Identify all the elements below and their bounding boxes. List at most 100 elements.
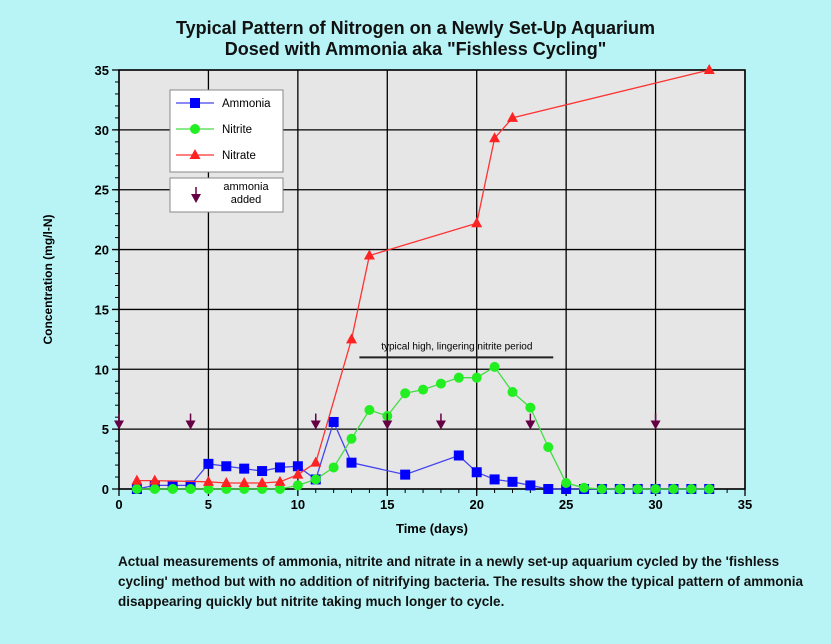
- y-tick-label: 20: [95, 243, 109, 258]
- x-tick-label: 0: [115, 497, 122, 512]
- data-point-nitrate: [238, 477, 250, 488]
- data-point-nitrite: [596, 484, 607, 494]
- x-tick-label: 30: [648, 497, 662, 512]
- legend-label-nitrate: Nitrate: [222, 150, 256, 162]
- arrow-head: [650, 420, 661, 430]
- data-point-ammonia: [239, 463, 250, 474]
- data-point-nitrite: [668, 484, 679, 494]
- data-point-nitrite: [650, 484, 661, 494]
- x-tick-label: 10: [291, 497, 305, 512]
- data-point-nitrate: [310, 456, 322, 467]
- data-point-nitrite: [525, 402, 536, 413]
- y-tick-label: 15: [95, 302, 109, 317]
- data-point-nitrite: [328, 462, 339, 473]
- data-point-nitrate: [363, 249, 375, 260]
- data-point-ammonia: [221, 461, 232, 472]
- title-line-1: Typical Pattern of Nitrogen on a Newly S…: [175, 18, 656, 38]
- x-tick-label: 20: [469, 497, 483, 512]
- data-point-nitrate: [506, 111, 518, 122]
- data-point-nitrite: [632, 484, 643, 494]
- y-tick-label: 0: [102, 482, 109, 497]
- caption: Actual measurements of ammonia, nitrite …: [118, 554, 804, 609]
- data-point-nitrate: [471, 217, 483, 228]
- y-tick-label: 25: [95, 183, 109, 198]
- legend-box: [169, 89, 284, 173]
- data-point-nitrate: [703, 64, 715, 74]
- data-point-ammonia: [525, 480, 536, 491]
- data-point-ammonia: [292, 461, 303, 472]
- data-point-nitrate: [346, 333, 358, 344]
- data-point-nitrite: [489, 361, 500, 372]
- ammonia-added-arrow: [650, 413, 661, 430]
- data-point-nitrite: [704, 484, 715, 494]
- ammonia-added-arrow: [310, 413, 321, 430]
- data-point-nitrite: [561, 478, 572, 489]
- title-line-2: Dosed with Ammonia aka "Fishless Cycling…: [224, 39, 607, 59]
- y-tick-label: 5: [102, 422, 109, 437]
- data-point-ammonia: [328, 416, 339, 427]
- data-point-ammonia: [274, 462, 285, 473]
- data-point-nitrite: [131, 484, 142, 494]
- data-point-nitrite: [292, 480, 303, 491]
- legend-label-ammonia-added: ammonia: [223, 181, 269, 193]
- data-point-ammonia: [257, 466, 268, 477]
- arrow-head: [525, 420, 536, 430]
- legend-label-ammonia-added-2: added: [231, 194, 262, 206]
- data-point-ammonia: [489, 474, 500, 485]
- arrow-head: [114, 420, 124, 430]
- y-tick-label: 30: [95, 123, 109, 138]
- legend-label-ammonia: Ammonia: [222, 98, 271, 110]
- legend-arrow-icon: [191, 187, 201, 203]
- x-axis-label: Time (days): [396, 521, 468, 536]
- x-tick-label: 15: [380, 497, 394, 512]
- arrow-head: [310, 420, 321, 430]
- data-point-nitrite: [203, 484, 214, 494]
- data-point-ammonia: [400, 469, 411, 480]
- data-point-nitrite: [471, 372, 482, 383]
- x-tick-label: 5: [205, 497, 212, 512]
- data-point-nitrite: [614, 484, 625, 494]
- data-point-nitrate: [489, 132, 501, 143]
- data-point-nitrite: [579, 482, 590, 493]
- data-point-nitrite: [507, 387, 518, 398]
- ammonia-added-arrow: [435, 413, 446, 430]
- data-point-nitrate: [274, 475, 286, 486]
- y-axis-label: Concentration (mg/l-N): [41, 215, 55, 345]
- arrow-head: [435, 420, 446, 430]
- data-point-nitrite: [364, 404, 375, 415]
- legend-marker: [190, 98, 200, 108]
- data-point-ammonia: [203, 458, 214, 469]
- data-point-nitrite: [543, 442, 554, 453]
- x-tick-label: 35: [738, 497, 752, 512]
- ammonia-added-arrow: [525, 413, 536, 430]
- data-point-nitrate: [131, 474, 143, 485]
- data-point-nitrite: [310, 474, 321, 485]
- arrow-head: [382, 420, 393, 430]
- plot-border: [118, 69, 746, 490]
- data-point-nitrite: [453, 372, 464, 383]
- y-tick-label: 35: [95, 63, 109, 78]
- legend-box-arrow: [169, 177, 284, 213]
- data-point-nitrate: [256, 477, 268, 488]
- data-point-nitrite: [167, 484, 178, 494]
- data-point-nitrite: [346, 433, 357, 444]
- arrow-head: [191, 194, 201, 203]
- x-tick-label: 25: [559, 497, 573, 512]
- data-point-nitrite: [185, 484, 196, 494]
- legend-marker: [190, 124, 200, 134]
- legend-label-nitrite: Nitrite: [222, 124, 252, 136]
- data-point-nitrite: [435, 378, 446, 389]
- chart-title: Typical Pattern of Nitrogen on a Newly S…: [0, 18, 831, 60]
- data-point-ammonia: [561, 484, 572, 494]
- data-point-ammonia: [346, 457, 357, 468]
- data-point-nitrite: [418, 384, 429, 395]
- data-point-ammonia: [507, 476, 518, 487]
- arrow-head: [185, 420, 196, 430]
- data-point-nitrite: [149, 484, 160, 494]
- data-point-nitrate: [149, 474, 161, 485]
- y-tick-label: 10: [95, 362, 109, 377]
- data-point-nitrite: [400, 388, 411, 399]
- ammonia-added-arrow: [185, 413, 196, 430]
